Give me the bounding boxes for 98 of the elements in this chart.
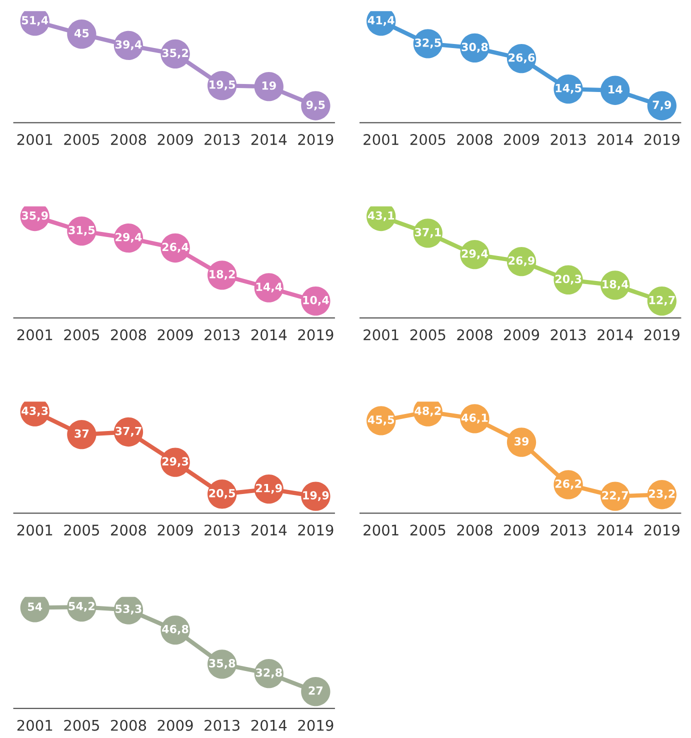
x-tick-label: 2014 — [251, 134, 287, 146]
data-label: 37,1 — [414, 228, 441, 238]
x-tick-label: 2014 — [251, 329, 287, 340]
data-label: 20,3 — [555, 274, 582, 285]
x-tick-label: 2013 — [550, 329, 586, 340]
x-tick-label: 2008 — [110, 134, 146, 146]
data-label: 39,4 — [116, 40, 142, 50]
data-label: 43,1 — [368, 211, 394, 222]
x-tick-label: 2009 — [504, 329, 540, 340]
data-label: 18,2 — [210, 270, 235, 280]
data-label: 53,3 — [116, 604, 142, 614]
x-tick-label: 2013 — [204, 134, 240, 146]
x-tick-label: 2005 — [64, 329, 99, 340]
data-label: 29,4 — [116, 232, 142, 243]
x-tick-label: 2019 — [298, 524, 334, 536]
x-tick-label: 2005 — [64, 524, 99, 536]
data-label: 41,4 — [368, 16, 394, 26]
x-tick-label: 2013 — [204, 524, 240, 536]
x-tick-label: 2014 — [251, 524, 287, 536]
x-tick-label: 2009 — [158, 524, 193, 536]
data-label: 26,4 — [162, 242, 188, 253]
x-tick-label: 2001 — [364, 134, 398, 146]
data-label: 19 — [262, 81, 276, 90]
x-tick-label: 2013 — [550, 524, 586, 536]
x-tick-label: 2008 — [457, 329, 492, 340]
x-tick-label: 2008 — [110, 720, 146, 731]
x-tick-label: 2014 — [598, 329, 633, 340]
data-label: 19,5 — [210, 80, 236, 90]
data-label: 35,2 — [162, 48, 188, 59]
x-tick-label: 2013 — [550, 134, 586, 146]
data-label: 18,4 — [602, 280, 628, 290]
data-label: 35,8 — [209, 659, 236, 669]
x-tick-label: 2019 — [298, 720, 334, 731]
x-tick-label: 2009 — [158, 329, 193, 340]
x-tick-label: 2001 — [17, 524, 52, 536]
data-label: 26,2 — [555, 480, 582, 490]
x-tick-label: 2009 — [504, 134, 540, 146]
data-label: 29,4 — [462, 249, 488, 260]
data-label: 54 — [28, 602, 42, 611]
x-tick-label: 2008 — [457, 134, 492, 146]
x-tick-label: 2009 — [158, 134, 193, 146]
x-tick-label: 2001 — [17, 720, 52, 731]
x-tick-label: 2005 — [64, 134, 99, 146]
data-label: 10,4 — [303, 296, 329, 306]
data-label: 9,5 — [306, 100, 325, 110]
data-label: 12,7 — [649, 296, 675, 306]
data-label: 22,7 — [602, 491, 628, 501]
data-label: 30,8 — [462, 42, 488, 53]
data-label: 37 — [74, 429, 89, 438]
data-label: 46,1 — [462, 414, 488, 424]
data-label: 26,9 — [508, 256, 535, 266]
x-tick-label: 2019 — [644, 134, 680, 146]
x-tick-label: 2019 — [644, 329, 680, 340]
data-label: 7,9 — [652, 100, 672, 110]
data-label: 21,9 — [256, 484, 282, 494]
data-label: 32,5 — [414, 38, 441, 48]
x-tick-label: 2005 — [64, 720, 99, 731]
x-tick-label: 2014 — [251, 720, 287, 731]
data-label: 23,2 — [649, 489, 675, 500]
x-tick-label: 2014 — [598, 524, 633, 536]
data-label: 35,9 — [22, 211, 48, 222]
x-tick-label: 2013 — [204, 720, 240, 731]
x-tick-label: 2019 — [644, 524, 680, 536]
x-tick-label: 2009 — [158, 720, 193, 731]
x-tick-label: 2008 — [110, 524, 146, 536]
x-tick-label: 2005 — [410, 329, 446, 340]
data-label: 29,3 — [162, 457, 188, 467]
x-tick-label: 2014 — [598, 134, 633, 146]
x-tick-label: 2001 — [17, 134, 52, 146]
data-label: 14 — [608, 85, 622, 94]
data-label: 45,5 — [368, 416, 394, 426]
x-tick-label: 2005 — [410, 134, 446, 146]
x-tick-label: 2005 — [410, 524, 446, 536]
x-tick-label: 2009 — [504, 524, 540, 536]
data-label: 43,3 — [22, 406, 48, 416]
x-tick-label: 2019 — [298, 134, 334, 146]
data-label: 51,4 — [22, 16, 48, 26]
data-label: 14,4 — [256, 282, 282, 292]
data-label: 54,2 — [68, 602, 94, 612]
data-label: 14,5 — [556, 84, 582, 94]
data-label: 27 — [308, 686, 323, 695]
data-label: 48,2 — [414, 406, 441, 416]
data-label: 46,8 — [162, 624, 188, 635]
data-label: 20,5 — [209, 488, 236, 499]
x-tick-label: 2008 — [457, 524, 492, 536]
data-label: 39 — [514, 437, 529, 446]
x-tick-label: 2001 — [364, 329, 398, 340]
data-label: 31,5 — [68, 226, 95, 236]
x-tick-label: 2001 — [17, 329, 52, 340]
data-label: 19,9 — [303, 491, 329, 501]
x-tick-label: 2019 — [298, 329, 334, 340]
x-tick-label: 2001 — [364, 524, 398, 536]
data-label: 26,6 — [508, 53, 535, 64]
data-label: 37,7 — [116, 426, 142, 437]
x-tick-label: 2013 — [204, 329, 240, 340]
data-label: 32,8 — [256, 668, 282, 678]
x-tick-label: 2008 — [110, 329, 146, 340]
data-label: 45 — [74, 29, 89, 38]
